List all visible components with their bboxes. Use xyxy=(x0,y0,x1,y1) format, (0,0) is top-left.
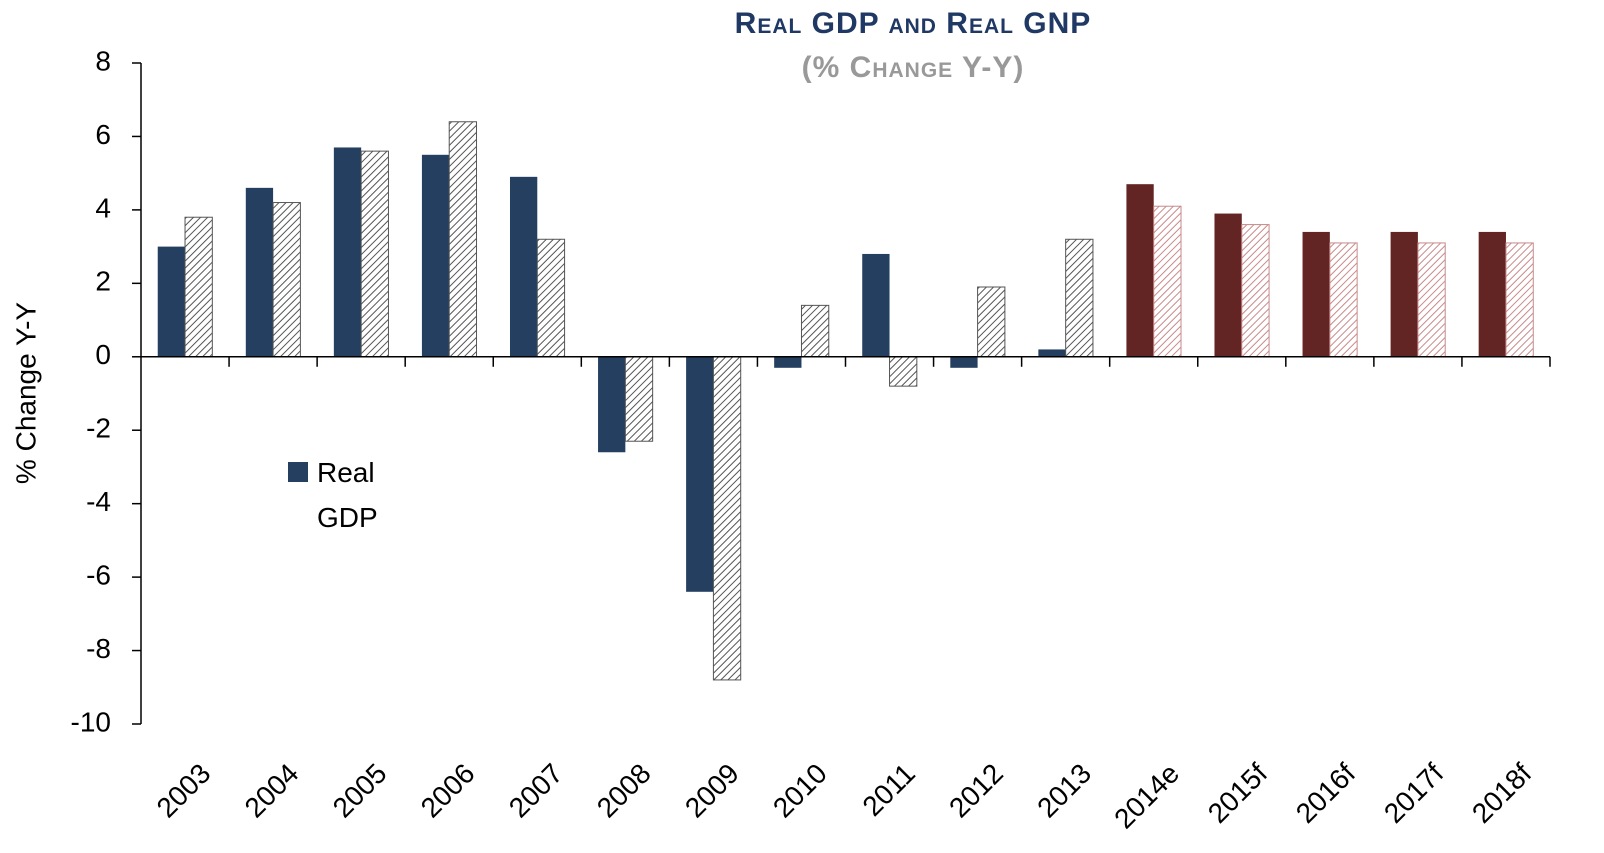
legend-swatch xyxy=(288,462,308,482)
x-tick-label: 2013 xyxy=(1031,758,1097,824)
x-tick-label: 2003 xyxy=(151,758,217,824)
chart-title: Real GDP and Real GNP xyxy=(735,7,1092,40)
bar xyxy=(889,356,918,387)
bar xyxy=(977,286,1006,358)
y-tick-label: -8 xyxy=(86,633,111,664)
x-tick-label: 2018f xyxy=(1466,757,1538,829)
x-tick-label: 2014e xyxy=(1108,758,1185,835)
x-tick-label: 2005 xyxy=(327,758,393,824)
bar xyxy=(536,238,566,358)
y-tick-label: 2 xyxy=(95,266,111,297)
bar xyxy=(774,356,802,368)
x-tick-label: 2016f xyxy=(1290,757,1362,829)
bar xyxy=(245,187,274,357)
x-tick-label: 2017f xyxy=(1378,757,1450,829)
bar xyxy=(1478,231,1506,357)
bar xyxy=(624,356,654,442)
y-tick-label: -2 xyxy=(86,413,111,444)
x-tick-label: 2009 xyxy=(679,758,745,824)
bar xyxy=(800,304,830,358)
x-tick-label: 2011 xyxy=(856,758,921,823)
bar xyxy=(184,216,213,358)
bar xyxy=(1153,205,1182,358)
bar xyxy=(360,150,389,358)
x-tick-label: 2007 xyxy=(503,758,569,824)
bar xyxy=(712,356,742,681)
bar xyxy=(950,356,978,368)
y-tick-label: -10 xyxy=(71,706,111,737)
bar xyxy=(1065,238,1094,358)
bar xyxy=(1505,242,1534,358)
bar xyxy=(686,356,714,592)
bar xyxy=(1126,184,1154,357)
y-axis-label: % Change Y-Y xyxy=(10,302,41,484)
x-tick-label: 2012 xyxy=(943,758,1009,824)
bar xyxy=(509,176,538,357)
bar xyxy=(862,253,890,357)
y-tick-label: 8 xyxy=(95,45,111,76)
x-tick-label: 2004 xyxy=(239,758,305,824)
bar xyxy=(1241,224,1270,358)
x-tick-label: 2006 xyxy=(415,758,481,824)
bar xyxy=(1390,231,1418,357)
bar xyxy=(1329,242,1358,358)
bar xyxy=(421,154,450,357)
bar xyxy=(1417,242,1446,358)
y-tick-label: -4 xyxy=(86,486,111,517)
y-tick-label: 0 xyxy=(95,339,111,370)
bar xyxy=(272,202,301,358)
y-tick-label: 4 xyxy=(95,192,111,223)
legend-label: Real GDP xyxy=(317,457,378,533)
bar xyxy=(1302,231,1330,357)
bar xyxy=(1214,213,1242,357)
chart-subtitle: (% Change Y-Y) xyxy=(802,51,1025,84)
bar xyxy=(598,356,626,453)
x-tick-label: 2015f xyxy=(1202,757,1274,829)
bar xyxy=(157,246,186,357)
bar xyxy=(1038,349,1066,357)
bar xyxy=(333,147,362,357)
bar xyxy=(448,121,478,358)
x-tick-label: 2010 xyxy=(767,758,833,824)
y-tick-label: -6 xyxy=(86,560,111,591)
y-tick-label: 6 xyxy=(95,119,111,150)
x-tick-label: 2008 xyxy=(591,758,657,824)
